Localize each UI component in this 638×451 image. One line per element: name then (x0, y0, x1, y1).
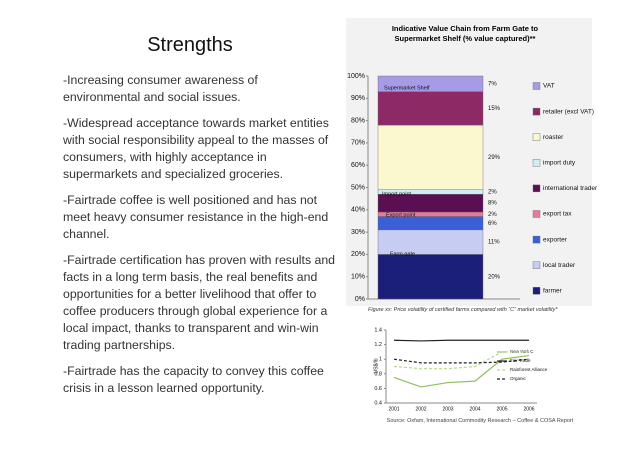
bar-segment (377, 75, 484, 92)
source: Source: Oxfam, International Commodity R… (386, 418, 574, 424)
y-tick-label: 50% (351, 184, 365, 191)
x-tick-label: 2005 (496, 406, 507, 412)
legend-swatch (532, 159, 541, 167)
slide-title: Strengths (147, 34, 233, 56)
legend-swatch (532, 210, 541, 218)
paragraph: -Fairtrade certification has proven with… (63, 253, 336, 352)
x-tick-label: 2002 (415, 406, 426, 412)
x-tick-label: 2001 (388, 406, 399, 412)
y-tick-label: 70% (351, 140, 365, 147)
y-tick-label: 0.6 (374, 386, 382, 392)
annotation: Export point (386, 212, 416, 218)
annotation: Import point (382, 191, 412, 197)
bar-segment (377, 124, 484, 190)
chart-title: Figure xx: Price volatility of certified… (368, 307, 558, 313)
bar-segment (377, 91, 484, 126)
legend-swatch (532, 287, 541, 295)
data-label: 2% (488, 212, 497, 218)
paragraph: -Increasing consumer awareness of enviro… (63, 73, 258, 104)
paragraph: -Fairtrade coffee is well positioned and… (63, 193, 329, 241)
data-label: 7% (488, 81, 497, 87)
y-tick-label: 0.8 (374, 371, 382, 377)
x-tick-label: 2006 (523, 406, 534, 412)
data-label: 29% (488, 155, 501, 161)
bar-segment (377, 254, 484, 300)
legend-label: retailer (excl VAT) (543, 108, 594, 115)
y-axis-label: US$/lb (373, 358, 379, 373)
y-tick-label: 60% (351, 162, 365, 169)
legend-label: Organic (510, 376, 527, 381)
y-tick-label: 1.2 (374, 342, 382, 348)
legend-label: local trader (543, 262, 576, 269)
legend-label: VAT (543, 83, 555, 90)
data-label: 20% (488, 274, 501, 280)
line-series (393, 358, 530, 364)
legend-label: farmer (543, 288, 563, 295)
bullet-list: -Increasing consumer awareness of enviro… (63, 72, 338, 406)
legend-swatch (532, 261, 541, 269)
paragraph: -Fairtrade has the capacity to convey th… (63, 364, 324, 395)
y-tick-label: 20% (351, 251, 365, 258)
legend-label: Rainforest Alliance (510, 367, 548, 372)
y-tick-label: 10% (351, 274, 365, 281)
y-tick-label: 0% (355, 296, 365, 303)
y-tick-label: 90% (351, 95, 365, 102)
y-tick-label: 0.4 (374, 400, 382, 406)
data-label: 15% (488, 106, 501, 112)
legend-label: import duty (543, 160, 576, 167)
legend-label: exporter (543, 236, 568, 243)
line-series (393, 351, 529, 370)
legend-swatch (532, 107, 541, 116)
data-label: 2% (488, 190, 497, 196)
y-tick-label: 100% (347, 73, 365, 80)
legend-label: roaster (543, 134, 564, 141)
annotation: Farm gate (390, 251, 415, 257)
paragraph: -Widespread acceptance towards market en… (63, 116, 329, 181)
line-series (393, 339, 529, 342)
x-tick-label: 2003 (442, 406, 453, 412)
data-label: 11% (488, 240, 500, 246)
legend-swatch (532, 235, 541, 244)
line-series (393, 354, 530, 388)
bar-segment (377, 229, 484, 255)
legend-swatch (532, 82, 541, 90)
data-label: 8% (488, 201, 497, 207)
y-tick-label: 1 (379, 357, 382, 363)
y-tick-label: 1.4 (374, 327, 382, 333)
y-tick-label: 40% (351, 207, 365, 214)
legend-label: international trader (543, 185, 598, 192)
chart-title: Indicative Value Chain from Farm Gate to… (391, 24, 539, 43)
legend-swatch (532, 184, 541, 193)
annotation: Supermarket Shelf (384, 85, 430, 91)
legend-swatch (532, 133, 541, 141)
data-label: 6% (488, 221, 497, 227)
y-tick-label: 80% (351, 117, 365, 124)
bar-segment (377, 216, 484, 231)
y-tick-label: 30% (351, 229, 365, 236)
legend-label: export tax (543, 211, 572, 218)
x-tick-label: 2004 (469, 406, 480, 412)
